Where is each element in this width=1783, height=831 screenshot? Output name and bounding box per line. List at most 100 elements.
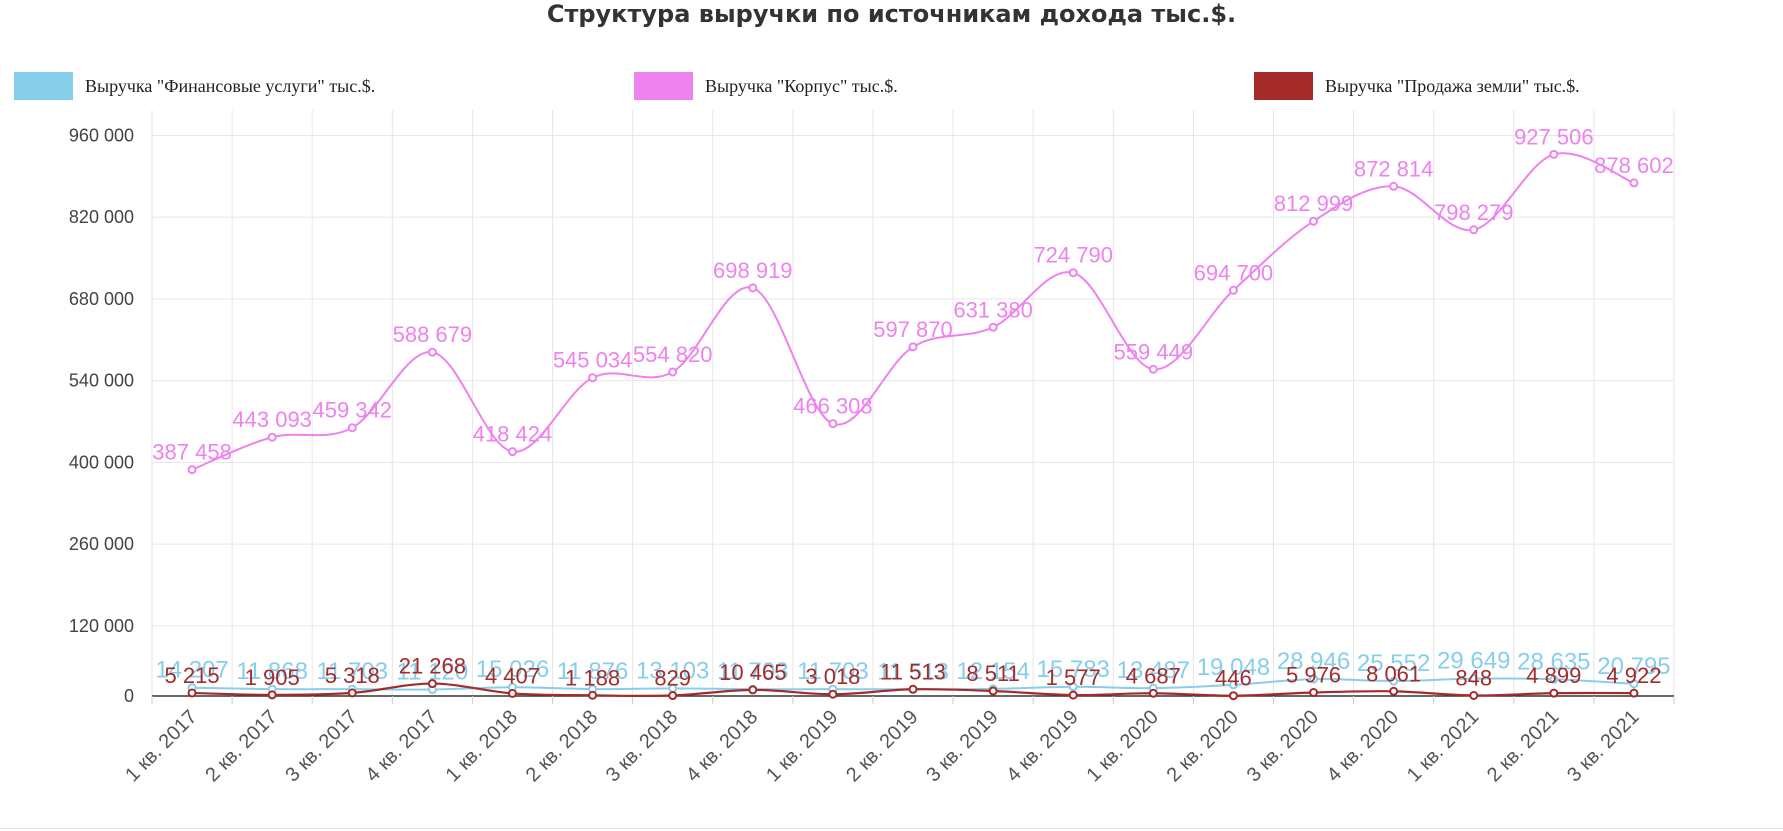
legend-label-corpus: Выручка "Корпус" тыс.$.: [705, 75, 898, 96]
data-label-land-sale: 4 922: [1606, 663, 1661, 688]
data-label-land-sale: 11 513: [880, 659, 946, 684]
data-label-land-sale: 1 188: [565, 665, 620, 690]
data-label-financial-services: 15 783: [1037, 656, 1110, 683]
x-tick-label: 1 кв. 2017: [121, 706, 201, 786]
data-label-land-sale: 4 899: [1526, 663, 1581, 688]
data-label-corpus: 872 814: [1354, 156, 1434, 181]
data-point-financial-services: [1389, 676, 1399, 686]
data-point-land-sale: [507, 688, 517, 698]
data-label-corpus: 545 034: [553, 348, 633, 373]
data-point-financial-services: [1549, 674, 1559, 684]
data-label-land-sale: 8 511: [966, 661, 1019, 686]
legend: Выручка "Финансовые услуги" тыс.$. Выруч…: [0, 71, 1783, 101]
data-point-financial-services: [1309, 674, 1319, 684]
data-label-corpus: 798 279: [1434, 200, 1514, 225]
series-line-corpus: [191, 152, 1635, 471]
data-label-financial-services: 25 552: [1357, 650, 1430, 677]
x-tick-label: 1 кв. 2018: [442, 706, 522, 786]
data-label-land-sale: 21 268: [399, 654, 466, 679]
x-tick-label: 1 кв. 2021: [1403, 706, 1483, 786]
data-point-corpus: [668, 367, 678, 377]
data-label-corpus: 387 458: [152, 440, 232, 465]
data-label-corpus: 694 700: [1194, 260, 1274, 285]
data-point-land-sale: [267, 690, 277, 700]
data-label-land-sale: 5 318: [325, 663, 380, 688]
data-point-land-sale: [187, 688, 197, 698]
x-tick-label: 2 кв. 2019: [842, 706, 922, 786]
data-label-financial-services: 11 513: [877, 658, 949, 685]
data-point-financial-services: [1629, 679, 1639, 689]
data-point-land-sale: [748, 685, 758, 695]
data-label-land-sale: 5 976: [1286, 663, 1341, 688]
data-point-land-sale: [1469, 691, 1479, 701]
legend-swatch-financial-services: [14, 72, 73, 100]
data-label-land-sale: 3 018: [805, 664, 860, 689]
data-label-corpus: 812 999: [1274, 191, 1354, 216]
data-label-financial-services: 11 868: [236, 658, 308, 685]
legend-item-corpus[interactable]: Выручка "Корпус" тыс.$.: [634, 71, 898, 101]
data-point-land-sale: [908, 684, 918, 694]
data-label-corpus: 724 790: [1033, 243, 1113, 268]
y-tick-label: 820 000: [69, 207, 134, 227]
data-label-financial-services: 20 795: [1597, 653, 1670, 680]
data-label-financial-services: 28 635: [1517, 648, 1590, 675]
data-point-land-sale: [588, 690, 598, 700]
legend-swatch-corpus: [634, 72, 693, 100]
data-point-corpus: [267, 432, 277, 442]
x-tick-label: 3 кв. 2018: [602, 706, 682, 786]
data-point-corpus: [427, 347, 437, 357]
data-label-financial-services: 28 946: [1277, 648, 1350, 675]
data-point-financial-services: [1228, 680, 1238, 690]
data-point-land-sale: [1228, 691, 1238, 701]
data-label-corpus: 597 870: [873, 317, 953, 342]
data-point-corpus: [507, 447, 517, 457]
bottom-divider: [0, 828, 1783, 829]
data-point-corpus: [1068, 268, 1078, 278]
x-tick-label: 4 кв. 2019: [1002, 706, 1082, 786]
x-tick-label: 2 кв. 2020: [1163, 706, 1243, 786]
data-point-land-sale: [988, 686, 998, 696]
x-tick-label: 4 кв. 2020: [1323, 706, 1403, 786]
data-point-corpus: [1469, 225, 1479, 235]
data-label-corpus: 927 506: [1514, 124, 1594, 149]
data-label-financial-services: 29 649: [1437, 648, 1510, 675]
data-label-corpus: 466 308: [793, 394, 873, 419]
data-label-land-sale: 5 215: [165, 663, 220, 688]
data-label-financial-services: 11 876: [557, 658, 629, 685]
y-tick-label: 260 000: [69, 534, 134, 554]
data-point-land-sale: [668, 691, 678, 701]
data-point-corpus: [1389, 181, 1399, 191]
data-label-corpus: 588 679: [393, 322, 473, 347]
x-tick-label: 3 кв. 2019: [922, 706, 1002, 786]
data-label-financial-services: 13 103: [636, 657, 709, 684]
y-tick-label: 400 000: [69, 452, 134, 472]
legend-item-land-sale[interactable]: Выручка "Продажа земли" тыс.$.: [1254, 71, 1580, 101]
data-point-corpus: [347, 423, 357, 433]
data-label-corpus: 878 602: [1594, 153, 1674, 178]
data-label-financial-services: 11 703: [316, 658, 388, 685]
data-point-land-sale: [1389, 686, 1399, 696]
data-point-corpus: [748, 283, 758, 293]
data-label-financial-services: 11 703: [797, 658, 869, 685]
data-label-corpus: 418 424: [473, 422, 553, 447]
legend-item-financial-services[interactable]: Выручка "Финансовые услуги" тыс.$.: [14, 71, 375, 101]
data-point-corpus: [988, 322, 998, 332]
data-point-land-sale: [1309, 688, 1319, 698]
data-label-land-sale: 446: [1215, 666, 1252, 691]
legend-label-land-sale: Выручка "Продажа земли" тыс.$.: [1325, 75, 1580, 96]
data-label-corpus: 443 093: [232, 407, 312, 432]
data-point-land-sale: [347, 688, 357, 698]
data-point-corpus: [1148, 364, 1158, 374]
data-point-corpus: [1549, 149, 1559, 159]
data-label-land-sale: 4 407: [485, 663, 540, 688]
x-tick-label: 1 кв. 2019: [762, 706, 842, 786]
data-point-land-sale: [1629, 688, 1639, 698]
data-label-corpus: 559 449: [1114, 339, 1194, 364]
data-point-land-sale: [427, 679, 437, 689]
data-point-corpus: [1309, 216, 1319, 226]
data-label-land-sale: 1 905: [245, 665, 300, 690]
y-tick-label: 960 000: [69, 125, 134, 145]
data-label-financial-services: 11 703: [717, 658, 789, 685]
data-label-land-sale: 1 577: [1046, 665, 1101, 690]
data-label-corpus: 554 820: [633, 342, 713, 367]
